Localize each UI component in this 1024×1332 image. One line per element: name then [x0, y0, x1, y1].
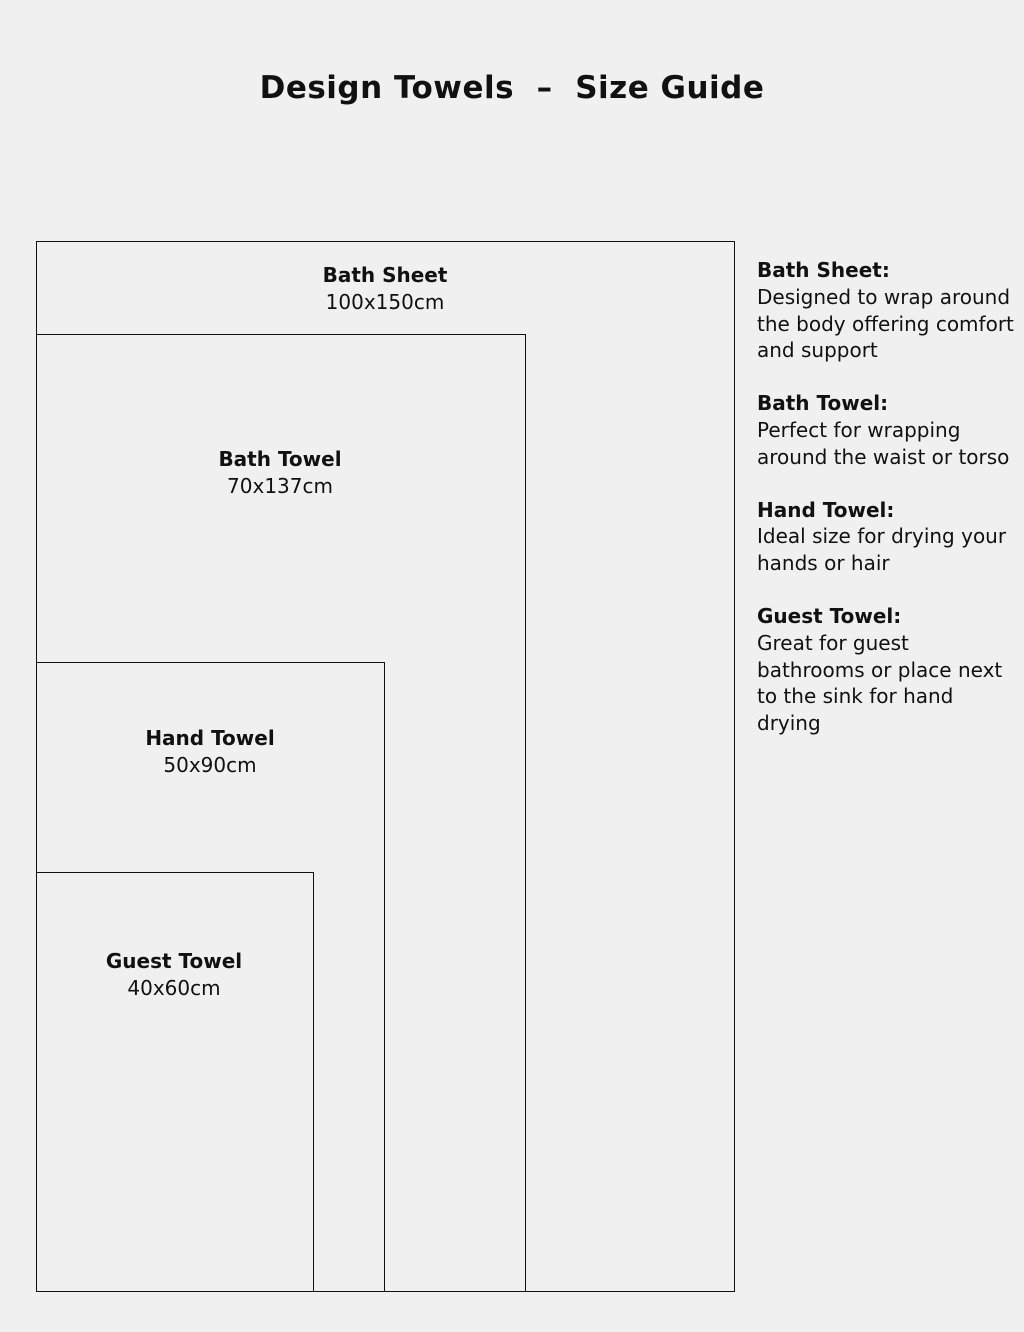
description-title: Bath Towel:: [757, 391, 889, 416]
towel-size: 100x150cm: [325, 290, 445, 314]
description-title: Bath Sheet:: [757, 258, 890, 282]
towel-size: 70x137cm: [227, 474, 333, 498]
description-title: Guest Towel:: [757, 603, 902, 628]
description-text: Designed to wrap around the body offerin…: [757, 284, 1014, 363]
description-bath-sheet: Bath Sheet: Designed to wrap around the …: [757, 257, 1017, 364]
description-title: Hand Towel:: [757, 497, 895, 522]
hand-towel-label: Hand Towel 50x90cm: [60, 725, 360, 779]
description-text: Ideal size for drying your hands or hair: [757, 524, 1007, 576]
guest-towel-outline: [36, 872, 314, 1292]
description-text: Great for guest bathrooms or place next …: [757, 630, 1003, 736]
page-title: Design Towels – Size Guide: [259, 70, 765, 106]
towel-name: Guest Towel: [105, 949, 243, 973]
guest-towel-label: Guest Towel 40x60cm: [24, 948, 324, 1002]
description-text: Perfect for wrapping around the waist or…: [757, 417, 1010, 469]
bath-towel-label: Bath Towel 70x137cm: [130, 446, 430, 500]
bath-sheet-label: Bath Sheet 100x150cm: [235, 262, 535, 316]
towel-name: Hand Towel: [145, 726, 275, 750]
description-bath-towel: Bath Towel: Perfect for wrapping around …: [757, 390, 1017, 470]
description-hand-towel: Hand Towel: Ideal size for drying your h…: [757, 497, 1017, 577]
towel-name: Bath Towel: [218, 447, 342, 471]
descriptions: Bath Sheet: Designed to wrap around the …: [757, 257, 1017, 763]
towel-name: Bath Sheet: [322, 263, 448, 287]
description-guest-towel: Guest Towel: Great for guest bathrooms o…: [757, 603, 1017, 737]
towel-size: 40x60cm: [127, 976, 221, 1000]
towel-size: 50x90cm: [163, 753, 257, 777]
